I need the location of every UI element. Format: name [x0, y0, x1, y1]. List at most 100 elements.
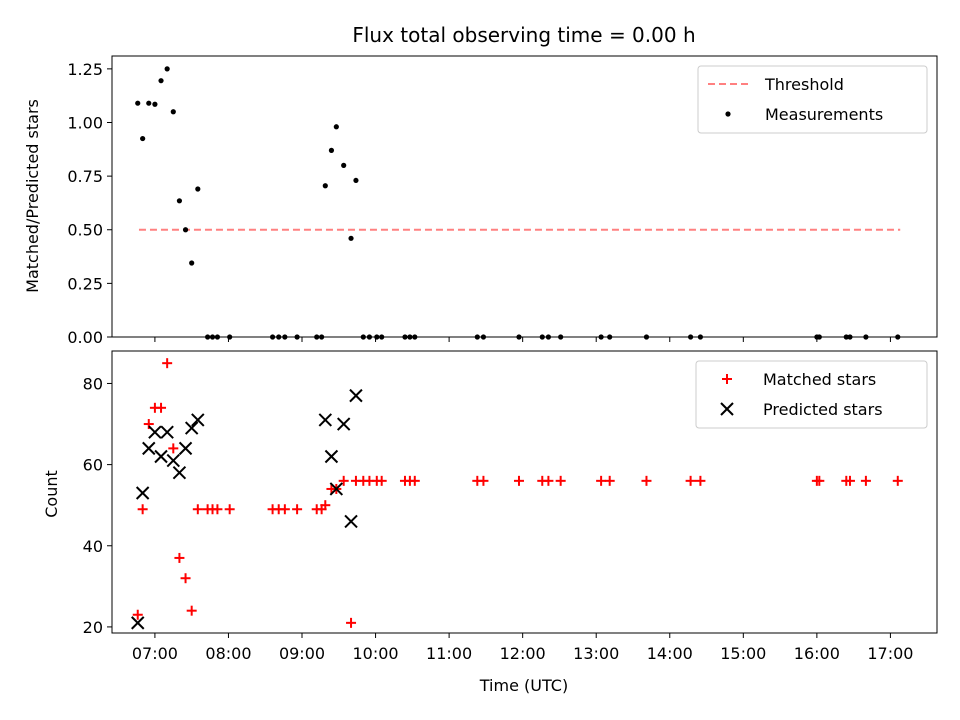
bottom-y-tick-label: 40 — [83, 537, 103, 556]
measurement-point — [319, 334, 325, 340]
bottom-y-axis-label: Count — [42, 470, 61, 518]
measurement-point — [209, 334, 216, 340]
measurement-point — [314, 334, 320, 340]
chart-title: Flux total observing time = 0.00 h — [352, 23, 695, 47]
predicted-star-point — [154, 449, 168, 464]
measurement-point — [474, 334, 480, 340]
measurement-point — [170, 109, 176, 115]
bottom-y-tick-label: 60 — [83, 456, 103, 475]
measurement-point — [895, 334, 901, 340]
bottom-legend-box — [695, 360, 928, 429]
predicted-star-point — [160, 425, 174, 439]
measurements-legend-label: Measurements — [765, 105, 883, 124]
measurement-point — [558, 334, 564, 340]
x-tick-label: 16:00 — [794, 644, 840, 663]
predicted-legend-label: Predicted stars — [763, 400, 883, 419]
matched-star-point — [641, 475, 652, 486]
x-tick-label: 17:00 — [867, 644, 913, 663]
measurement-point — [205, 334, 211, 340]
measurement-point — [227, 334, 233, 340]
measurement-point — [214, 334, 221, 340]
predicted-star-point — [336, 417, 351, 431]
measurement-point — [146, 100, 152, 106]
matched-star-point — [685, 475, 696, 486]
matched-star-point — [186, 605, 197, 616]
measurement-point — [195, 186, 201, 192]
measurement-point — [158, 78, 164, 84]
matched-star-point — [338, 475, 349, 486]
matched-star-point — [174, 552, 185, 563]
matched-star-point — [320, 500, 331, 511]
x-tick-label: 12:00 — [500, 644, 546, 663]
x-tick-label: 07:00 — [132, 644, 178, 663]
predicted-legend-marker — [720, 402, 734, 416]
predicted-star-point — [324, 449, 339, 464]
predicted-star-point — [148, 425, 162, 439]
measurement-point — [402, 334, 408, 340]
bottom-y-tick-label: 20 — [83, 618, 103, 637]
measurement-point — [598, 334, 604, 340]
measurement-point — [176, 198, 183, 204]
matched-star-point — [596, 475, 607, 486]
measurement-point — [276, 334, 282, 340]
measurement-point — [164, 66, 170, 72]
predicted-star-point — [142, 441, 156, 456]
matched-star-point — [192, 504, 203, 515]
measurement-point — [282, 334, 288, 340]
matched-star-point — [376, 475, 387, 486]
top-legend: Threshold Measurements — [697, 65, 928, 134]
measurement-point — [516, 334, 522, 340]
predicted-star-point — [178, 441, 193, 456]
matched-star-point — [180, 573, 191, 584]
top-y-tick-label: 0.25 — [67, 274, 103, 293]
matched-star-point — [543, 475, 554, 486]
measurement-point — [480, 334, 487, 340]
top-y-tick-label: 1.00 — [67, 113, 103, 132]
x-tick-label: 13:00 — [573, 644, 619, 663]
matched-star-point — [860, 475, 871, 486]
predicted-star-point — [131, 616, 145, 630]
matched-star-point — [555, 475, 566, 486]
matched-star-point — [224, 504, 235, 515]
matched-star-point — [892, 475, 903, 486]
x-tick-label: 11:00 — [426, 644, 472, 663]
matched-star-point — [279, 504, 290, 515]
top-y-tick-label: 0.75 — [67, 167, 103, 186]
matched-star-point — [168, 443, 179, 454]
matched-star-point — [132, 609, 143, 620]
x-tick-label: 10:00 — [353, 644, 399, 663]
measurement-point — [697, 334, 704, 340]
measurement-point — [863, 334, 869, 340]
matched-star-point — [604, 475, 615, 486]
predicted-star-point — [166, 453, 180, 468]
matched-star-point — [695, 475, 706, 486]
measurement-point — [643, 334, 650, 340]
top-legend-box — [697, 65, 928, 134]
predicted-star-point — [344, 514, 358, 529]
bottom-legend: Matched stars Predicted stars — [695, 360, 928, 429]
predicted-star-point — [318, 413, 333, 427]
matched-star-point — [409, 475, 420, 486]
predicted-star-point — [184, 421, 199, 435]
measurement-point — [374, 334, 380, 340]
measurement-point — [294, 334, 300, 340]
measurement-point — [322, 183, 328, 189]
matched-legend-marker — [722, 374, 732, 384]
measurement-point — [341, 162, 347, 168]
measurement-point — [539, 334, 545, 340]
top-y-tick-label: 0.50 — [67, 221, 103, 240]
top-y-tick-label: 0.00 — [67, 328, 103, 347]
bottom-y-tick-label: 80 — [83, 374, 103, 393]
measurement-point — [140, 135, 146, 142]
predicted-star-point — [349, 388, 363, 403]
bottom-plot-frame — [111, 350, 938, 634]
measurement-point — [333, 124, 339, 130]
x-tick-label: 15:00 — [720, 644, 766, 663]
measurement-point — [348, 235, 354, 241]
x-tick-label: 09:00 — [279, 644, 325, 663]
matched-star-point — [346, 617, 357, 628]
measurement-point — [607, 334, 613, 340]
predicted-star-point — [135, 486, 150, 500]
threshold-legend-label: Threshold — [764, 75, 844, 94]
